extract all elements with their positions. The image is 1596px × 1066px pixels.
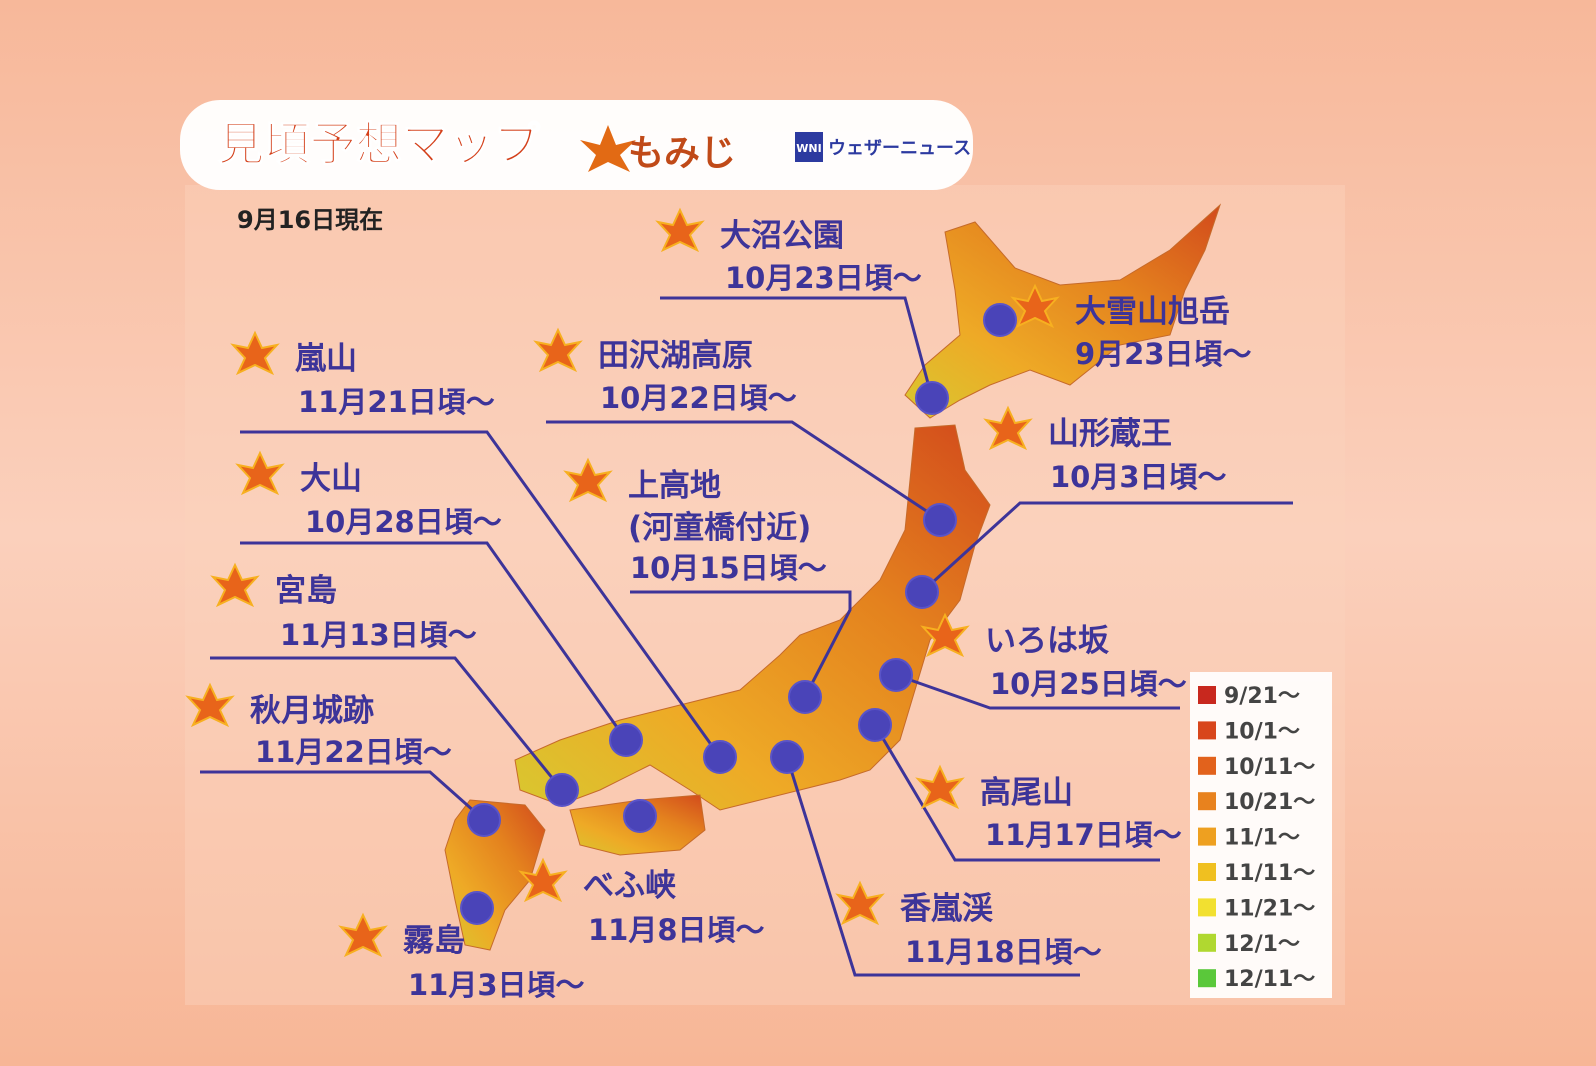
location-dot	[703, 740, 737, 774]
leaf-icon	[533, 327, 583, 373]
location-name: 大雪山旭岳	[1075, 294, 1230, 330]
leaf-icon	[983, 405, 1033, 451]
leaf-icon	[1010, 283, 1060, 329]
logo-box	[795, 132, 823, 162]
legend-label: 10/11～	[1224, 755, 1315, 780]
location-date: 9月23日頃～	[1075, 337, 1252, 371]
location-date: 10月3日頃～	[1050, 460, 1227, 494]
location-name: 霧島	[403, 923, 465, 959]
connector-line	[660, 296, 934, 399]
connector-line	[240, 430, 722, 758]
leaf-icon	[580, 125, 636, 172]
location-dot	[905, 575, 939, 609]
location-date: 10月23日頃～	[725, 261, 922, 295]
location-dot	[879, 658, 913, 692]
legend-swatch	[1198, 863, 1216, 881]
legend-swatch	[1198, 756, 1216, 775]
connector-line	[630, 590, 852, 698]
location-date: 11月22日頃～	[255, 735, 452, 769]
location-dot	[460, 891, 494, 925]
connector-line	[546, 420, 941, 522]
location-name: いろは坂	[985, 623, 1109, 659]
legend-label: 12/1～	[1224, 932, 1300, 957]
location-name: べふ峡	[583, 868, 676, 904]
legend-label: 11/21～	[1224, 896, 1315, 921]
legend-swatch	[1198, 898, 1216, 917]
connector-line	[895, 673, 1180, 710]
location-date: 10月28日頃～	[305, 505, 502, 539]
location-name: 田沢湖高原	[598, 338, 753, 374]
location-name: 上高地	[628, 468, 721, 504]
location-name: 大沼公園	[720, 218, 844, 254]
leaf-icon	[210, 562, 260, 608]
connector-line	[920, 501, 1293, 594]
location-dot	[858, 708, 892, 742]
leaf-icon	[563, 457, 613, 503]
logo: WNI	[796, 142, 821, 155]
location-date: 11月21日頃～	[298, 385, 495, 419]
location-name: 秋月城跡	[250, 693, 374, 729]
connector-line	[240, 541, 628, 741]
location-dot	[983, 303, 1017, 337]
title: 見頃予想マップ	[218, 117, 540, 171]
location-dot	[923, 503, 957, 537]
location-dot	[545, 773, 579, 807]
legend-label: 9/21～	[1224, 684, 1300, 709]
header-banner	[180, 100, 973, 190]
legend-swatch	[1198, 792, 1216, 811]
as-of-date: 9月16日現在	[237, 206, 383, 234]
legend-label: 12/11～	[1224, 967, 1315, 992]
leaf-icon	[655, 207, 705, 253]
location-date: 10月15日頃～	[630, 551, 827, 585]
location-date: 11月8日頃～	[588, 913, 765, 947]
location-dot	[788, 680, 822, 714]
location-date: 11月13日頃～	[280, 618, 477, 652]
legend-swatch	[1198, 827, 1216, 846]
legend-swatch	[1198, 686, 1216, 704]
connector-line	[873, 724, 1160, 862]
legend-swatch	[1198, 933, 1216, 952]
location-date: 11月17日頃～	[985, 818, 1182, 852]
overlay: 大沼公園 10月23日頃～ 大雪山旭岳 9月23日頃～ 嵐山 11月21日頃～ 田沢湖高原 1…	[185, 207, 1293, 1002]
leaf-icon	[235, 450, 285, 496]
legend-swatch	[1198, 721, 1216, 740]
brand: ウェザーニュース	[828, 138, 971, 159]
location-dot	[609, 723, 643, 757]
leaf-icon	[338, 912, 388, 958]
leaf-icon	[185, 682, 235, 728]
leaf-icon	[835, 880, 885, 926]
location-date: 10月25日頃～	[990, 667, 1187, 701]
location-name: 宮島	[275, 573, 337, 609]
location-name: 大山	[300, 461, 362, 497]
location-date: 10月22日頃～	[600, 381, 797, 415]
location-date: 11月3日頃～	[408, 968, 585, 1002]
location-date: 11月18日頃～	[905, 935, 1102, 969]
connector-line	[200, 770, 485, 822]
location-name: 嵐山	[295, 341, 357, 377]
subtitle: もみじ	[628, 133, 736, 174]
location-dot	[915, 381, 949, 415]
location-dot	[770, 740, 804, 774]
leaf-icon	[230, 330, 280, 376]
leaf-icon	[518, 857, 568, 903]
legend-swatch	[1198, 969, 1216, 988]
legend-label: 11/11～	[1224, 861, 1315, 886]
location-name: 高尾山	[980, 775, 1073, 811]
location-name: 香嵐渓	[900, 891, 993, 927]
legend-label: 10/1～	[1224, 719, 1300, 744]
connector-line	[785, 756, 1080, 977]
location-dot	[467, 803, 501, 837]
legend-label: 10/21～	[1224, 790, 1315, 815]
legend-label: 11/1～	[1224, 826, 1300, 851]
location-name: 山形蔵王	[1048, 416, 1172, 452]
location-note: (河童橋付近)	[628, 510, 811, 546]
location-dot	[623, 799, 657, 833]
leaf-icon	[920, 612, 970, 658]
connector-line	[210, 656, 564, 791]
leaf-icon	[915, 764, 965, 810]
